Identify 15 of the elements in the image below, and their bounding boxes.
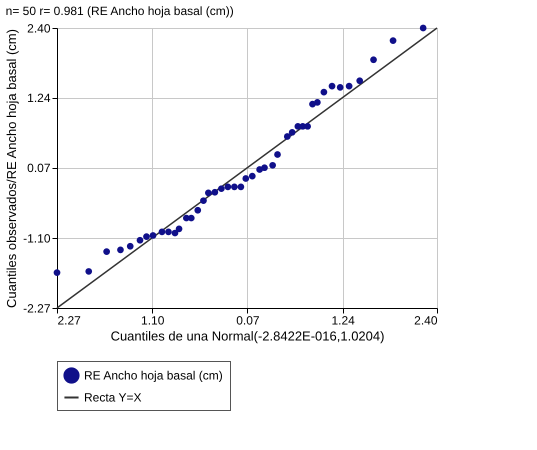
x-tick-label: 1.10 <box>141 314 165 328</box>
legend-label: Recta Y=X <box>84 390 142 404</box>
y-tick-label: 2.40 <box>27 22 51 36</box>
legend-label: RE Ancho hoja basal (cm) <box>84 368 223 382</box>
x-axis-title: Cuantiles de una Normal(-2.8422E-016,1.0204) <box>110 328 384 344</box>
x-tick-label: 1.24 <box>331 314 356 328</box>
y-tick-label: -1.10 <box>23 231 51 246</box>
x-tick-label: 0.07 <box>236 314 260 328</box>
y-axis-title: Cuantiles observados/RE Ancho hoja basal (cm) <box>4 29 20 308</box>
x-tick-label: 2.40 <box>414 314 438 328</box>
y-tick-label: -2.27 <box>23 302 51 316</box>
y-tick-label: 0.07 <box>27 161 51 176</box>
x-tick-label: 2.27 <box>58 314 82 328</box>
chart-title: n= 50 r= 0.981 (RE Ancho hoja basal (cm)) <box>6 4 234 18</box>
y-tick-label: 1.24 <box>27 91 51 106</box>
